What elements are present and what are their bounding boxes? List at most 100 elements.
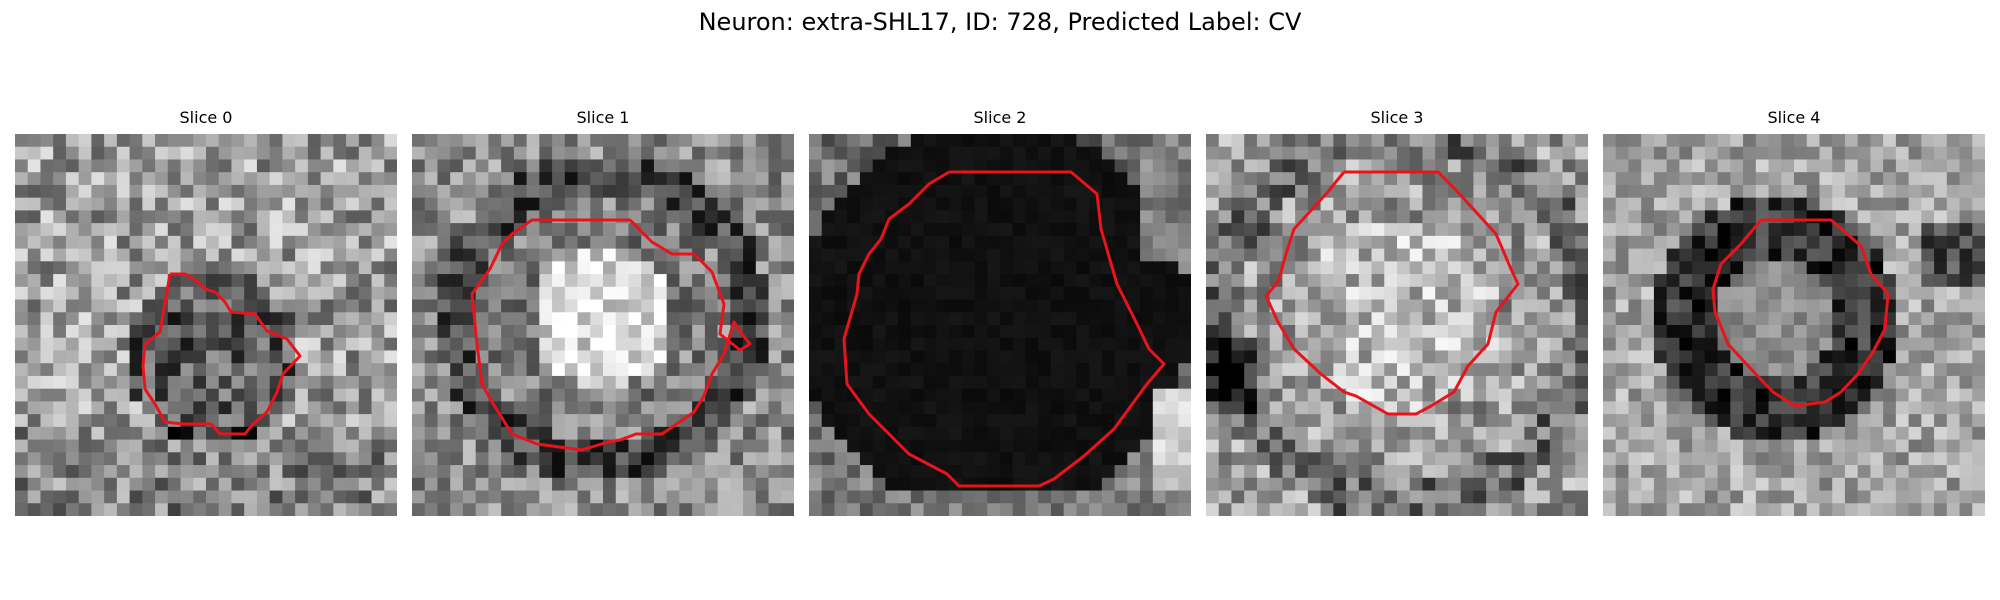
pixel <box>539 312 553 326</box>
pixel <box>1101 299 1116 313</box>
pixel <box>1320 452 1334 466</box>
pixel <box>218 210 233 224</box>
pixel <box>1641 134 1655 148</box>
pixel <box>1000 401 1014 415</box>
pixel <box>834 184 848 199</box>
pixel <box>974 261 988 275</box>
pixel <box>412 490 426 504</box>
pixel <box>180 235 194 250</box>
pixel <box>116 261 131 275</box>
pixel <box>603 248 617 262</box>
pixel <box>1844 363 1859 377</box>
pixel <box>564 210 579 224</box>
slice-panel-3: Slice 3 <box>1206 108 1588 516</box>
pixel <box>1409 363 1424 377</box>
pixel <box>1409 172 1424 186</box>
pixel <box>1000 325 1014 339</box>
pixel <box>847 503 861 516</box>
pixel <box>885 414 899 428</box>
pixel <box>1025 439 1039 453</box>
pixel <box>653 197 668 211</box>
pixel <box>1768 350 1782 364</box>
pixel <box>1127 286 1141 301</box>
pixel <box>730 503 744 516</box>
pixel <box>462 375 477 390</box>
pixel <box>450 388 464 402</box>
pixel <box>320 134 334 148</box>
pixel <box>1653 261 1668 275</box>
pixel <box>1384 172 1398 186</box>
pixel <box>1206 325 1220 339</box>
pixel <box>847 159 861 173</box>
pixel <box>1972 312 1985 326</box>
pixel <box>501 401 515 415</box>
pixel <box>384 388 397 402</box>
pixel <box>1165 414 1179 428</box>
pixel <box>1409 388 1424 402</box>
pixel <box>1603 388 1617 402</box>
pixel <box>1921 274 1935 288</box>
pixel <box>1628 210 1642 224</box>
pixel <box>1972 134 1985 148</box>
pixel <box>27 299 42 313</box>
pixel <box>307 146 322 161</box>
pixel <box>615 312 630 326</box>
pixel <box>437 146 451 161</box>
pixel <box>1101 146 1116 161</box>
pixel <box>27 439 42 453</box>
pixel <box>1717 184 1731 199</box>
pixel <box>295 248 309 262</box>
pixel <box>1870 414 1884 428</box>
pixel <box>1307 261 1322 275</box>
pixel <box>974 325 988 339</box>
pixel <box>1256 477 1271 492</box>
pixel <box>1218 337 1233 352</box>
pixel <box>244 299 258 313</box>
pixel <box>1628 146 1642 161</box>
pixel <box>1460 286 1474 301</box>
pixel <box>730 490 744 504</box>
pixel <box>358 439 373 453</box>
pixel <box>1575 363 1588 377</box>
pixel <box>142 363 156 377</box>
pixel <box>821 261 836 275</box>
pixel <box>590 235 604 250</box>
pixel <box>590 325 604 339</box>
pixel <box>437 490 451 504</box>
pixel <box>1435 312 1449 326</box>
pixel <box>1679 325 1693 339</box>
pixel <box>1628 350 1642 364</box>
pixel <box>1063 134 1077 148</box>
pixel <box>1358 248 1373 262</box>
pixel <box>15 261 29 275</box>
pixel <box>1244 312 1258 326</box>
pixel <box>307 350 322 364</box>
pixel <box>116 172 131 186</box>
pixel <box>692 465 706 479</box>
pixel <box>1679 503 1693 516</box>
pixel <box>501 146 515 161</box>
pixel <box>78 210 92 224</box>
pixel <box>1307 375 1322 390</box>
pixel <box>462 159 477 173</box>
pixel <box>1730 477 1744 492</box>
pixel <box>142 477 156 492</box>
pixel <box>755 312 770 326</box>
pixel <box>1511 223 1525 237</box>
pixel <box>1422 363 1436 377</box>
pixel <box>1050 184 1065 199</box>
pixel <box>155 134 169 148</box>
pixel <box>1371 375 1385 390</box>
pixel <box>1165 325 1179 339</box>
pixel <box>1282 503 1296 516</box>
pixel <box>1012 134 1027 148</box>
pixel <box>1946 350 1961 364</box>
pixel <box>1320 503 1334 516</box>
pixel <box>526 197 540 211</box>
pixel <box>15 490 29 504</box>
pixel <box>1511 350 1525 364</box>
pixel <box>180 312 194 326</box>
pixel <box>1127 235 1141 250</box>
pixel <box>1857 375 1871 390</box>
pixel <box>116 223 131 237</box>
